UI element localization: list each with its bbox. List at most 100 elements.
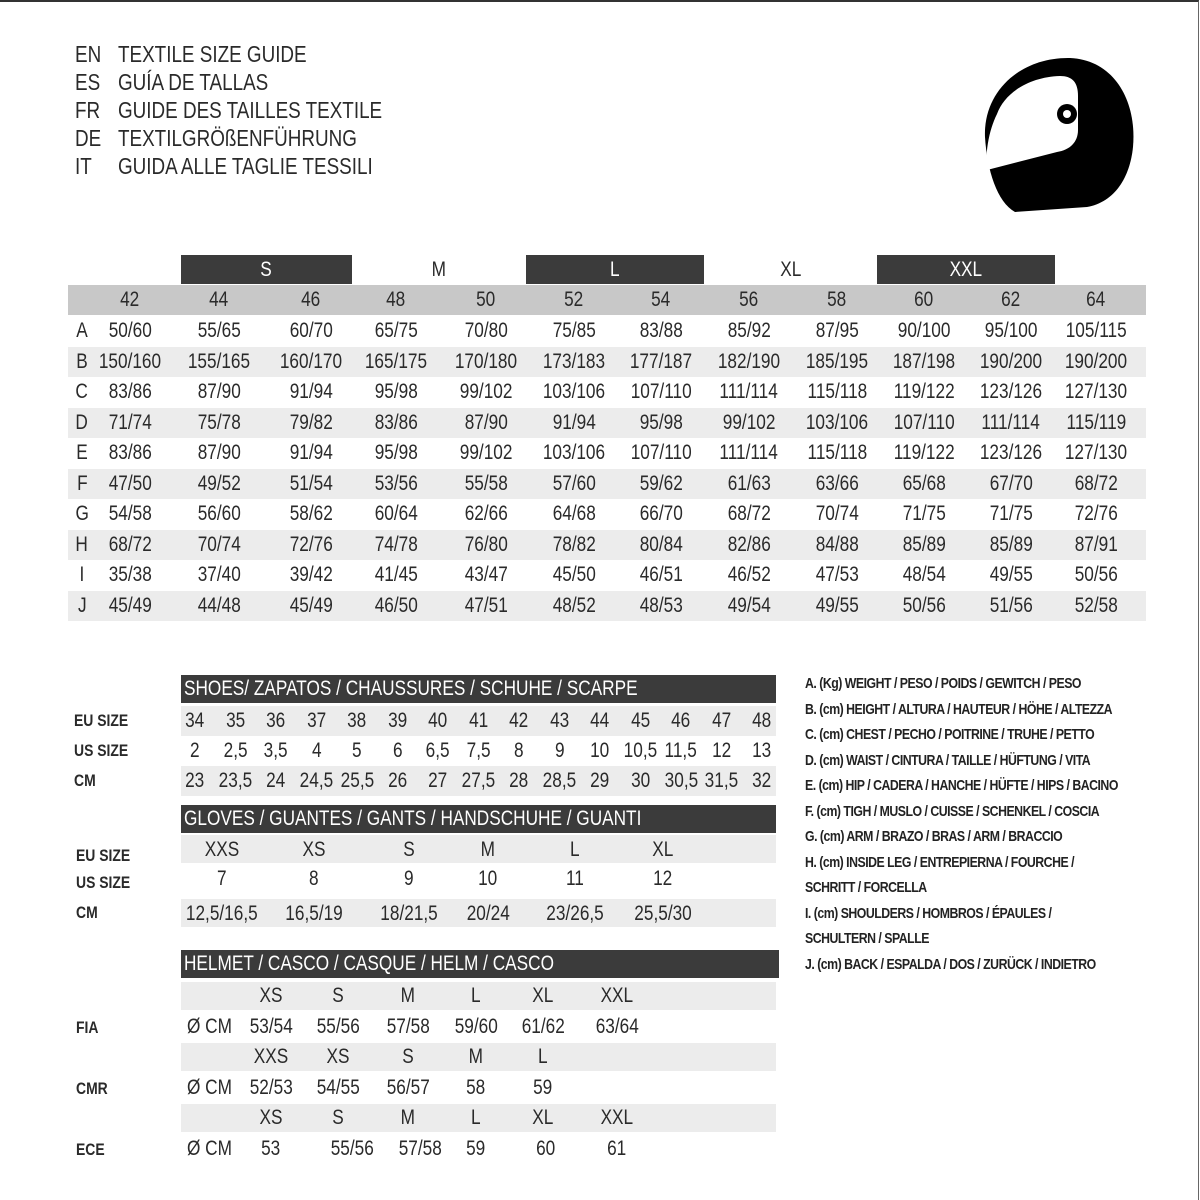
shoes-cell-text: 11,5 [664,739,698,762]
helmet-size: L [513,1042,573,1072]
shoes-cell-text: 29 [590,769,610,792]
size-group-l-text: L [610,258,620,281]
table-cell: 66/70 [615,499,707,529]
table-cell: 91/94 [265,438,357,468]
column-header: 56 [704,285,794,315]
table-cell: 72/76 [1050,499,1142,529]
helmet-value: 53/54 [239,1012,303,1042]
table-cell: 83/86 [84,377,176,407]
table-cell-text: 51/54 [289,471,333,495]
table-cell-text: 67/70 [989,471,1033,495]
shoes-cell: 3,5 [254,736,298,766]
table-cell: 87/91 [1050,530,1142,560]
table-cell-text: 85/89 [989,532,1033,556]
gloves-cell-text: S [403,838,415,861]
row-label-text: E [76,441,88,464]
table-cell-text: 115/118 [807,441,867,464]
table-cell: 55/58 [440,469,532,499]
legend-item-text: C. (cm) CHEST / PECHO / POITRINE / TRUHE… [805,726,1095,743]
language-code: EN [75,40,107,68]
table-cell: 111/114 [703,438,795,468]
row-label-text: D [75,410,89,434]
helmet-size: M [446,1042,506,1072]
gloves-cell-text: 7 [217,867,227,890]
table-cell: 115/118 [791,438,883,468]
helmet-value: 58 [444,1073,508,1103]
gloves-cell-text: 12 [653,867,673,890]
gloves-cell: 23/26,5 [530,899,620,929]
table-cell: 95/98 [615,408,707,438]
shoes-cell: 40 [416,706,460,736]
table-cell: 61/63 [703,469,795,499]
table-cell: 107/110 [878,408,970,438]
shoes-cell: 13 [740,736,784,766]
table-cell: 64/68 [528,499,620,529]
shoes-cell-text: 2 [190,739,200,762]
table-cell-text: 91/94 [552,410,596,434]
table-cell-text: 51/56 [989,593,1033,617]
table-cell-text: 37/40 [197,563,241,586]
title-text: GUÍA DE TALLAS [118,68,301,96]
shoes-cell-text: 7,5 [466,739,491,762]
table-cell: 185/195 [791,347,883,377]
helmet-size: XXS [241,1042,301,1072]
gloves-cell: 7 [177,864,267,894]
table-cell-text: 46/50 [374,593,418,617]
title-text: TEXTILGRÖßENFÜHRUNG [118,124,409,152]
table-cell: 127/130 [1050,377,1142,407]
table-cell: 123/126 [965,377,1057,407]
gloves-cell-text: XXS [204,838,240,861]
table-cell-text: 62/66 [464,502,508,525]
row-band [68,590,1146,621]
table-cell: 45/49 [84,591,176,621]
table-cell: 75/85 [528,316,620,346]
table-cell: 85/89 [965,530,1057,560]
table-cell: 54/58 [84,499,176,529]
helmet-value: 52/53 [239,1073,303,1103]
shoes-cell: 10,5 [619,736,663,766]
helmet-title: HELMET / CASCO / CASQUE / HELM / CASCO [181,950,779,978]
shoes-cell: 45 [619,706,663,736]
shoes-cell-text: 44 [590,709,610,732]
gloves-cell: 12,5/16,5 [177,899,267,929]
column-header: 52 [529,285,619,315]
table-cell-text: 68/72 [727,502,771,525]
size-group-m-text: M [431,258,447,281]
shoes-cell: 7,5 [457,736,501,766]
table-cell-text: 46/51 [639,563,683,586]
table-cell-text: 47/50 [108,471,152,495]
table-cell-text: 84/88 [815,532,859,556]
table-cell: 46/52 [703,560,795,590]
table-cell: 46/50 [350,591,442,621]
gloves-cell: XL [618,835,708,865]
table-cell: 155/165 [173,347,265,377]
helmet-standard-label: FIA [76,1018,103,1038]
column-header-text: 54 [651,288,671,311]
table-cell: 60/70 [265,316,357,346]
helmet-value: 53 [239,1134,303,1164]
table-cell: 51/54 [265,469,357,499]
legend-item: I. (cm) SHOULDERS / HOMBROS / ÉPAULES / [805,905,1106,922]
table-cell-text: 74/78 [374,532,418,556]
table-cell: 87/95 [791,316,883,346]
helmet-size: L [446,1103,506,1133]
shoes-cell-text: 27,5 [461,769,496,792]
column-header: 64 [1051,285,1141,315]
gloves-cell-text: L [570,838,580,861]
row-label: A [70,316,94,346]
table-cell: 56/60 [173,499,265,529]
table-cell-text: 83/86 [108,441,152,464]
table-cell: 47/50 [84,469,176,499]
table-cell-text: 49/55 [815,593,859,617]
table-cell: 105/115 [1050,316,1142,346]
column-header-text: 48 [386,288,406,311]
table-cell: 84/88 [791,530,883,560]
helmet-value-text: 55/56 [316,1015,360,1038]
table-cell-text: 61/63 [727,471,771,495]
table-cell: 90/100 [878,316,970,346]
column-header: 48 [351,285,441,315]
shoes-cell-text: 35 [225,709,246,732]
gloves-cell: 18/21,5 [364,899,454,929]
shoes-cell-text: 8 [514,739,524,762]
title-text-text: GUÍA DE TALLAS [118,69,269,95]
